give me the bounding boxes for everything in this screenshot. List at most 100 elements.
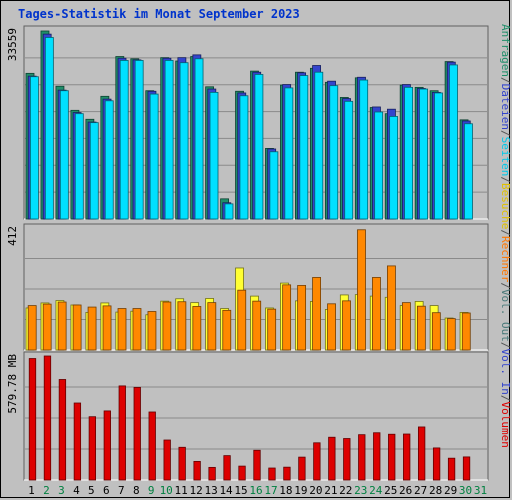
legend-entry-11: / <box>499 342 512 349</box>
bar-seiten-day-3 <box>59 90 69 220</box>
bar-volumen-day-8 <box>133 386 141 481</box>
x-tick-label-day-18: 18 <box>279 484 292 497</box>
bar-seiten-day-10 <box>164 60 174 220</box>
bar-volumen-day-26 <box>403 433 411 481</box>
bar-volumen-day-15 <box>238 465 246 481</box>
bar-rechner-day-24 <box>372 277 381 351</box>
bar-rechner-day-5 <box>87 306 97 351</box>
bar-seiten-day-12 <box>194 58 204 220</box>
bar-seiten-day-26 <box>404 86 413 220</box>
bar-volumen-day-6 <box>103 410 111 481</box>
x-tick-label-day-7: 7 <box>118 484 125 497</box>
bar-seiten-day-16 <box>254 74 264 220</box>
bar-volumen-day-4 <box>73 402 82 481</box>
chart-title: Tages-Statistik im Monat September 2023 <box>18 7 300 21</box>
x-tick-label-day-10: 10 <box>160 484 173 497</box>
bar-seiten-day-7 <box>119 60 129 220</box>
x-tick-label-day-2: 2 <box>43 484 50 497</box>
bar-rechner-day-11 <box>177 301 187 351</box>
bar-rechner-day-19 <box>297 285 307 351</box>
legend-entry-9: / <box>499 282 512 289</box>
x-tick-label-day-5: 5 <box>88 484 95 497</box>
bar-volumen-day-24 <box>373 432 381 481</box>
bar-rechner-day-22 <box>342 300 351 351</box>
bar-seiten-day-22 <box>344 100 354 220</box>
bar-seiten-day-9 <box>149 93 159 220</box>
bar-volumen-day-22 <box>343 438 351 481</box>
bar-rechner-day-21 <box>327 303 336 351</box>
bar-rechner-day-9 <box>147 311 157 351</box>
x-tick-label-day-20: 20 <box>309 484 322 497</box>
bar-seiten-day-29 <box>449 64 458 220</box>
bar-rechner-day-28 <box>431 312 441 351</box>
x-tick-label-day-11: 11 <box>175 484 188 497</box>
x-tick-label-day-23: 23 <box>354 484 367 497</box>
bar-seiten-day-14 <box>224 203 234 220</box>
bar-seiten-day-24 <box>374 111 384 220</box>
x-tick-label-day-25: 25 <box>384 484 397 497</box>
bar-rechner-day-12 <box>192 306 202 351</box>
bar-seiten-day-4 <box>74 113 84 220</box>
x-tick-label-day-27: 27 <box>414 484 427 497</box>
bar-rechner-day-8 <box>132 308 142 351</box>
x-tick-label-day-31: 31 <box>474 484 487 497</box>
bar-seiten-day-1 <box>29 76 39 220</box>
right-legend: Anfragen/Dateien/Seiten/Besuche/Rechner/… <box>499 24 512 448</box>
bar-rechner-day-17 <box>267 308 277 351</box>
bar-rechner-day-26 <box>401 302 411 351</box>
x-tick-label-day-14: 14 <box>219 484 233 497</box>
bar-rechner-day-29 <box>446 318 456 351</box>
bar-seiten-day-23 <box>359 79 369 220</box>
bar-seiten-day-30 <box>464 123 473 220</box>
bar-rechner-day-13 <box>207 302 217 351</box>
bar-volumen-day-20 <box>313 442 321 481</box>
bar-rechner-day-10 <box>162 301 172 351</box>
x-tick-label-day-19: 19 <box>294 484 307 497</box>
legend-entry-5: / <box>499 176 512 183</box>
bar-seiten-day-2 <box>44 37 54 220</box>
bar-volumen-day-13 <box>208 466 216 481</box>
bar-rechner-day-2 <box>42 303 52 351</box>
x-tick-label-day-29: 29 <box>444 484 457 497</box>
legend-entry-3: / <box>499 130 512 137</box>
bar-seiten-day-20 <box>314 71 324 220</box>
legend-entry-12: Vol. In <box>499 349 512 395</box>
x-tick-label-day-16: 16 <box>249 484 262 497</box>
bar-seiten-day-17 <box>269 151 279 220</box>
bar-seiten-day-21 <box>329 85 339 220</box>
x-tick-label-day-28: 28 <box>429 484 442 497</box>
bar-volumen-day-12 <box>193 460 201 481</box>
bar-volumen-day-3 <box>58 379 67 481</box>
bar-volumen-day-30 <box>462 456 471 481</box>
bar-seiten-day-13 <box>209 91 219 220</box>
bar-rechner-day-30 <box>461 312 471 351</box>
bar-volumen-day-17 <box>268 467 276 481</box>
legend-entry-2: Dateien <box>499 84 512 130</box>
bar-seiten-day-25 <box>389 116 399 220</box>
bar-rechner-day-18 <box>282 284 292 351</box>
legend-entry-8: Rechner <box>499 236 512 283</box>
x-tick-label-day-26: 26 <box>399 484 412 497</box>
bar-seiten-day-27 <box>419 88 428 220</box>
bar-volumen-day-9 <box>148 411 156 481</box>
x-tick-label-day-1: 1 <box>28 484 35 497</box>
x-tick-label-day-6: 6 <box>103 484 110 497</box>
x-tick-label-day-9: 9 <box>148 484 155 497</box>
x-tick-label-day-22: 22 <box>339 484 352 497</box>
bar-volumen-day-21 <box>328 436 336 481</box>
legend-entry-4: Seiten <box>499 137 512 177</box>
bar-rechner-day-1 <box>27 305 37 351</box>
x-tick-label-day-30: 30 <box>459 484 472 497</box>
x-tick-label-day-8: 8 <box>133 484 140 497</box>
legend-entry-6: Besuche <box>499 183 512 229</box>
bar-rechner-day-25 <box>387 265 396 351</box>
bar-volumen-day-27 <box>417 426 426 481</box>
bar-volumen-day-14 <box>223 455 231 481</box>
y-max-label-middle: 412 <box>6 226 19 246</box>
legend-entry-1: / <box>499 77 512 84</box>
bar-volumen-day-18 <box>283 466 291 481</box>
bar-volumen-day-5 <box>88 416 97 481</box>
bar-seiten-day-11 <box>179 62 189 220</box>
